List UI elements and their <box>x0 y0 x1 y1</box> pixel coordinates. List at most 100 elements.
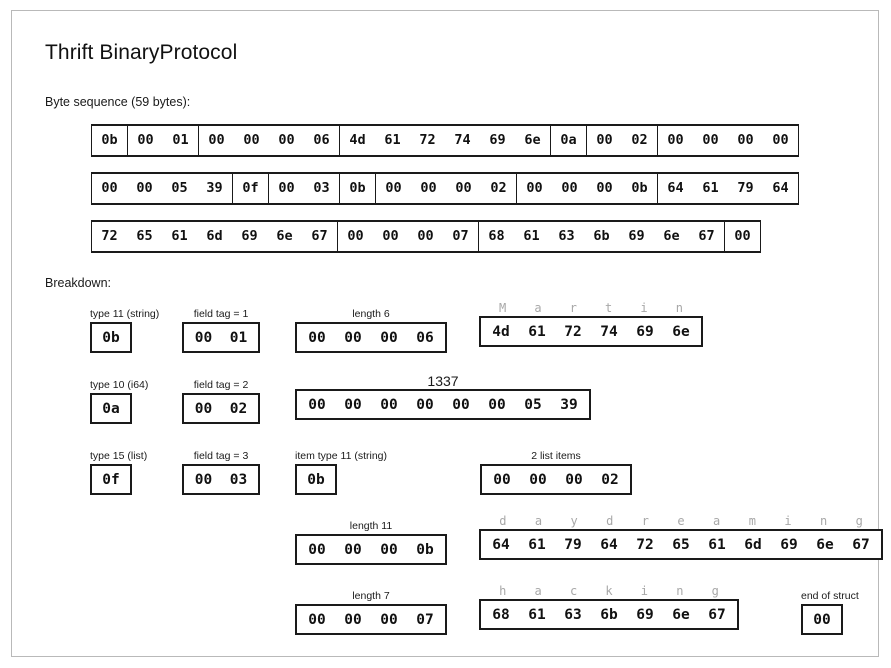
byte-cell: 64 <box>600 536 618 553</box>
byte-cell: 00 <box>596 132 613 148</box>
ascii-char: i <box>640 301 648 315</box>
byte-cell: 02 <box>601 471 619 488</box>
byte-cell: 6b <box>600 606 618 623</box>
ascii-char: r <box>641 514 649 528</box>
byte-cell: 00 <box>380 329 398 346</box>
byte-cell: 00 <box>344 611 362 628</box>
byte-group: 0a <box>551 126 587 155</box>
ascii-char: e <box>677 514 685 528</box>
byte-cell: 69 <box>636 323 654 340</box>
byte-cell: 00 <box>488 396 506 413</box>
byte-cell: 69 <box>241 228 258 244</box>
byte-cell: 6e <box>672 323 690 340</box>
ascii-char: a <box>534 584 542 598</box>
breakdown-item-label: type 15 (list) <box>90 450 148 462</box>
breakdown-item: type 10 (i64) 0a <box>90 378 148 424</box>
byte-cell: 00 <box>452 396 470 413</box>
ascii-char: c <box>569 584 578 598</box>
byte-cell: 61 <box>708 536 726 553</box>
byte-cell: 67 <box>311 228 328 244</box>
byte-cell: 61 <box>702 180 719 196</box>
byte-cell: 00 <box>347 228 364 244</box>
byte-cell: 03 <box>313 180 330 196</box>
byte-cell: 63 <box>558 228 575 244</box>
byte-cell: 00 <box>308 611 326 628</box>
breakdown-item: item type 11 (string) 0b <box>295 449 387 495</box>
byte-cell: 00 <box>416 396 434 413</box>
byte-cell: 69 <box>780 536 798 553</box>
byte-cell: 00 <box>493 471 511 488</box>
byte-cell: 0b <box>416 541 434 558</box>
byte-cell: 00 <box>526 180 543 196</box>
breakdown-byte-box: 00 00 00 07 <box>295 604 447 635</box>
byte-cell: 67 <box>708 606 726 623</box>
byte-cell: 01 <box>172 132 189 148</box>
byte-cell: 4d <box>349 132 366 148</box>
byte-cell: 00 <box>137 132 154 148</box>
figure-frame: Thrift BinaryProtocol Byte sequence (59 … <box>11 10 883 657</box>
byte-cell: 69 <box>489 132 506 148</box>
breakdown-item: type 11 (string) 0b <box>90 307 159 353</box>
breakdown-item-label: 1337 <box>427 373 459 389</box>
byte-sequence-row: 72 65 61 6d 69 6e 67 00 00 00 07 68 61 63 6b 69 6e 67 00 <box>91 220 761 253</box>
breakdown-item: length 6 00 00 00 06 <box>295 307 447 353</box>
breakdown-byte-box: 68 61 63 6b 69 6e 67 <box>479 599 739 630</box>
byte-cell: 00 <box>194 471 213 488</box>
byte-group: 00 00 00 00 <box>658 126 799 155</box>
byte-cell: 00 <box>385 180 402 196</box>
byte-group: 00 02 <box>587 126 658 155</box>
byte-cell: 00 <box>734 228 751 244</box>
breakdown-byte-box: 0b <box>90 322 132 353</box>
byte-cell: 00 <box>596 180 613 196</box>
byte-cell: 72 <box>636 536 654 553</box>
byte-cell: 6e <box>672 606 690 623</box>
byte-cell: 69 <box>628 228 645 244</box>
byte-cell: 0b <box>102 329 120 346</box>
byte-cell: 0b <box>101 132 118 148</box>
byte-group: 0f <box>233 174 269 203</box>
byte-cell: 0b <box>307 471 325 488</box>
byte-cell: 03 <box>229 471 248 488</box>
breakdown-item: length 11 00 00 00 0b <box>295 519 447 565</box>
byte-cell: 6b <box>593 228 610 244</box>
byte-cell: 02 <box>490 180 507 196</box>
ascii-char: a <box>534 514 543 528</box>
ascii-char: h <box>499 584 507 598</box>
ascii-char: M <box>499 301 507 315</box>
byte-cell: 4d <box>492 323 510 340</box>
byte-cell: 06 <box>313 132 330 148</box>
byte-cell: 68 <box>488 228 505 244</box>
byte-cell: 00 <box>243 132 260 148</box>
byte-cell: 6e <box>524 132 541 148</box>
ascii-char: a <box>534 301 542 315</box>
byte-group: 00 03 <box>269 174 340 203</box>
breakdown-item: field tag = 1 00 01 <box>182 307 260 353</box>
byte-cell: 00 <box>380 396 398 413</box>
breakdown-item-label: length 6 <box>352 308 390 320</box>
byte-cell: 05 <box>171 180 188 196</box>
byte-cell: 00 <box>344 396 362 413</box>
byte-cell: 61 <box>523 228 540 244</box>
byte-cell: 00 <box>813 611 831 628</box>
byte-cell: 0b <box>631 180 648 196</box>
byte-group: 4d 61 72 74 69 6e <box>340 126 551 155</box>
byte-group: 00 00 00 07 <box>338 222 479 251</box>
breakdown-item: 1337 00 00 00 00 00 00 05 39 <box>295 374 591 420</box>
ascii-char: t <box>605 301 613 315</box>
byte-cell: 00 <box>308 329 326 346</box>
breakdown-byte-box: 00 00 00 06 <box>295 322 447 353</box>
byte-cell: 00 <box>194 400 213 417</box>
ascii-char: n <box>676 584 684 598</box>
breakdown-byte-box: 4d 61 72 74 69 6e <box>479 316 703 347</box>
breakdown-byte-box: 00 <box>801 604 843 635</box>
byte-cell: 61 <box>528 606 546 623</box>
byte-cell: 0b <box>349 180 366 196</box>
byte-cell: 6d <box>206 228 223 244</box>
byte-cell: 39 <box>206 180 223 196</box>
byte-cell: 79 <box>737 180 754 196</box>
byte-cell: 00 <box>380 611 398 628</box>
byte-cell: 72 <box>564 323 582 340</box>
byte-sequence-row: 00 00 05 39 0f 00 03 0b 00 00 00 02 00 00 00 0b 64 61 79 64 <box>91 172 799 205</box>
byte-cell: 6d <box>744 536 762 553</box>
byte-cell: 61 <box>528 536 546 553</box>
